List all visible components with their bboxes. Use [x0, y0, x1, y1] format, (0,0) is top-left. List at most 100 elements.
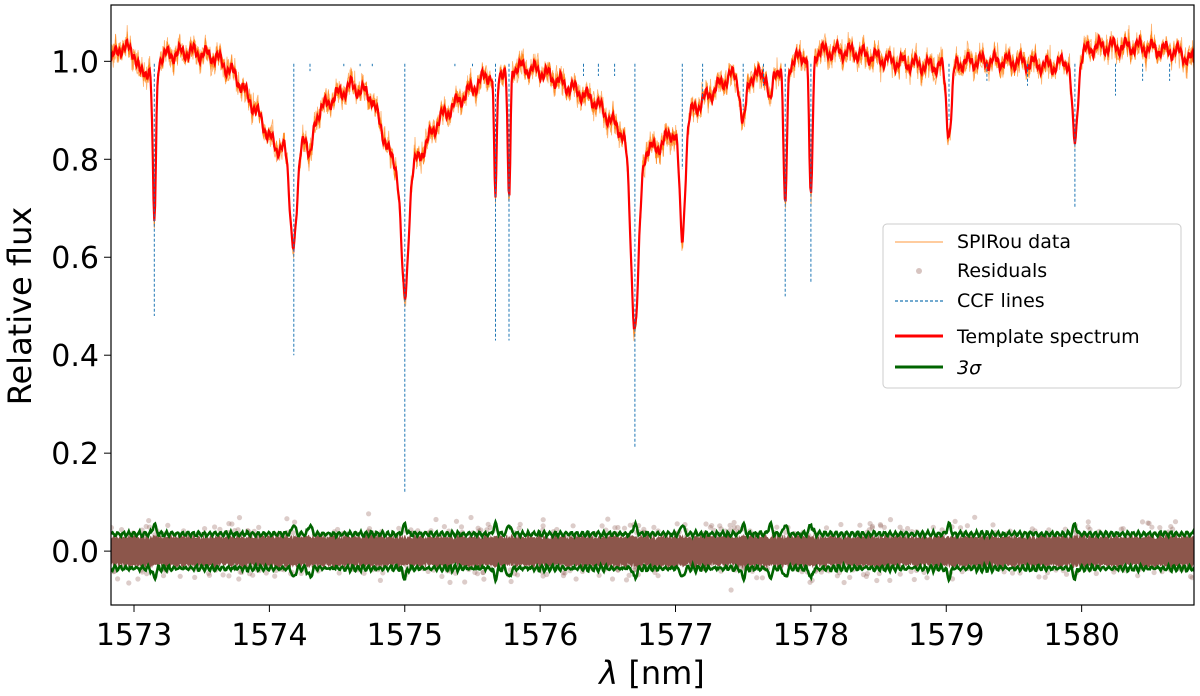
- residual-point: [272, 573, 278, 579]
- residual-point: [774, 524, 780, 530]
- residual-point: [217, 526, 223, 533]
- residual-point: [609, 576, 616, 582]
- legend-marker-residuals: [916, 268, 922, 274]
- residual-point: [596, 572, 602, 578]
- residual-point: [126, 580, 132, 586]
- x-tick-label: 1574: [231, 618, 307, 653]
- residual-point: [1120, 526, 1126, 532]
- residual-point: [1036, 574, 1042, 580]
- residual-point: [838, 521, 844, 528]
- residual-point: [605, 516, 611, 522]
- residual-point: [1062, 526, 1068, 532]
- residual-point: [1145, 520, 1151, 526]
- plot-frame: [110, 4, 1195, 606]
- residual-point: [256, 524, 262, 531]
- y-axis-label: Relative flux: [1, 207, 39, 406]
- residual-point: [703, 521, 709, 527]
- legend-box: [882, 223, 1182, 389]
- residual-point: [439, 573, 445, 580]
- residual-point: [881, 524, 887, 531]
- legend-label-template-spectrum: Template spectrum: [956, 326, 1140, 348]
- x-tick-label: 1580: [1043, 618, 1119, 653]
- residual-point: [290, 530, 296, 536]
- residual-point: [458, 524, 465, 530]
- residual-point: [481, 576, 487, 582]
- residual-point: [468, 514, 474, 521]
- residual-point: [165, 522, 171, 529]
- residual-point: [964, 523, 971, 529]
- residual-point: [570, 523, 576, 529]
- x-tick-label: 1576: [502, 618, 578, 653]
- residual-point: [1017, 570, 1023, 576]
- residual-point: [930, 524, 936, 530]
- residual-point: [707, 524, 714, 530]
- y-tick-label: 0.2: [51, 437, 99, 472]
- residual-point: [135, 576, 141, 582]
- legend-label-ccf-lines: CCF lines: [957, 290, 1045, 312]
- residual-point: [874, 577, 880, 584]
- residual-point: [192, 574, 198, 581]
- residual-point: [735, 524, 741, 530]
- residual-point: [115, 576, 121, 582]
- residual-point: [924, 575, 930, 581]
- residual-point: [990, 522, 996, 528]
- residual-point: [627, 522, 633, 528]
- residual-point: [731, 524, 737, 531]
- residual-point: [229, 521, 235, 527]
- residual-point: [728, 587, 734, 593]
- residual-point: [1118, 526, 1124, 532]
- residual-point: [877, 522, 884, 528]
- legend-label-3sigma: 3σ: [957, 357, 982, 379]
- residual-point: [226, 521, 232, 527]
- residual-point: [514, 572, 521, 578]
- residual-point: [1157, 525, 1163, 531]
- residual-point: [462, 579, 468, 585]
- residual-point: [212, 524, 218, 530]
- residual-point: [143, 523, 149, 530]
- residual-point: [361, 570, 367, 576]
- residual-point: [152, 532, 158, 538]
- residual-point: [727, 522, 733, 529]
- residual-point: [433, 516, 439, 523]
- x-tick-label: 1578: [773, 618, 849, 653]
- residual-point: [220, 572, 226, 578]
- residual-point: [615, 524, 621, 531]
- residual-point: [160, 573, 167, 579]
- residual-point: [1170, 526, 1176, 532]
- residual-point: [1074, 532, 1080, 539]
- x-axis-label: λ [nm]: [597, 654, 705, 692]
- residual-point: [139, 569, 145, 575]
- residual-point: [709, 523, 715, 529]
- residual-point: [250, 572, 256, 578]
- residual-point: [485, 521, 491, 527]
- residual-point: [972, 514, 978, 520]
- y-tick-label: 0.8: [51, 143, 99, 178]
- residual-point: [612, 525, 618, 531]
- residual-point: [897, 571, 903, 577]
- residual-point: [860, 572, 867, 578]
- residual-point: [396, 525, 402, 531]
- legend-label-spirou-data: SPIRou data: [957, 231, 1071, 253]
- residual-point: [111, 525, 114, 531]
- residual-point: [864, 571, 871, 577]
- residual-point: [731, 519, 737, 526]
- x-tick-label: 1575: [367, 618, 443, 653]
- residual-point: [1093, 570, 1099, 577]
- y-tick-label: 0.6: [51, 241, 99, 276]
- residual-point: [1172, 519, 1179, 525]
- residual-point: [235, 527, 241, 533]
- residual-point: [651, 524, 657, 531]
- residual-point: [517, 521, 523, 527]
- residual-point: [807, 579, 813, 585]
- residual-point: [887, 577, 893, 584]
- residual-point: [1149, 524, 1155, 530]
- residual-point: [621, 525, 628, 531]
- residual-point: [480, 569, 486, 576]
- residual-point: [887, 517, 894, 523]
- residual-point: [263, 570, 269, 576]
- residual-point: [177, 573, 183, 579]
- y-tick-label: 1.0: [51, 45, 99, 80]
- residual-point: [908, 568, 914, 575]
- residual-point: [516, 525, 522, 531]
